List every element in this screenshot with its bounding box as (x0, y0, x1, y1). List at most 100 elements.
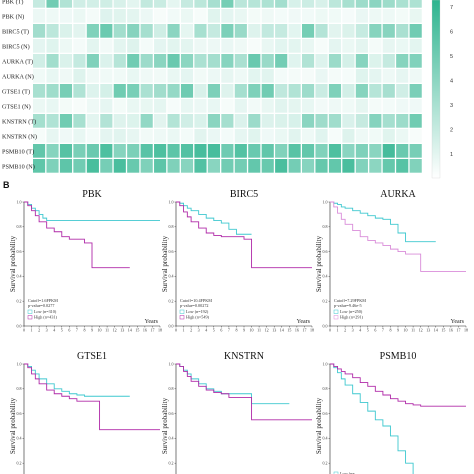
y-axis-label: Survival probability (9, 397, 17, 454)
heatmap-cell (180, 24, 194, 38)
heatmap-cell (234, 159, 247, 173)
heatmap-cell (180, 159, 194, 173)
legend-tick-label: 4 (450, 79, 453, 85)
heatmap-cell (33, 54, 46, 68)
heatmap-cell (207, 99, 220, 113)
heatmap-cell (234, 54, 247, 68)
heatmap-cell (180, 129, 194, 143)
heatmap-cell (328, 114, 342, 128)
heatmap-cell (315, 9, 328, 23)
heatmap-cell (194, 54, 207, 68)
heatmap-cell (221, 39, 234, 53)
heatmap-cell (409, 0, 422, 8)
survival-curve-low (24, 201, 160, 222)
heatmap-cell (167, 0, 180, 8)
heatmap-cell (167, 144, 180, 158)
x-tick-label: 7 (228, 328, 230, 333)
heatmap-row-label: PSMB10 (T) (2, 149, 34, 156)
heatmap-cell (275, 129, 288, 143)
heatmap-cell (46, 114, 59, 128)
heatmap-cell (261, 114, 274, 128)
heatmap-cell (86, 129, 99, 143)
heatmap-cell (315, 129, 328, 143)
survival-curve-low (24, 363, 130, 397)
heatmap-cell (396, 159, 409, 173)
x-tick-label: 13 (272, 328, 276, 333)
x-tick-label: 7 (382, 328, 384, 333)
heatmap-cell (275, 24, 288, 38)
heatmap-cell (46, 144, 59, 158)
legend-tick-label: 1 (450, 152, 453, 158)
heatmap-cell (355, 9, 368, 23)
survival-curve-high (24, 363, 160, 431)
survival-curve-high (24, 201, 130, 269)
heatmap-cell (154, 159, 167, 173)
x-tick-label: 15 (135, 328, 139, 333)
heatmap-cell (234, 9, 247, 23)
y-tick-label: 0.4 (169, 274, 174, 279)
heatmap-cell (221, 84, 234, 98)
heatmap-cell (167, 9, 180, 23)
heatmap-cell (194, 99, 207, 113)
x-tick-label: 7 (76, 328, 78, 333)
y-tick-label: 0.0 (17, 323, 22, 328)
heatmap-cell (73, 99, 86, 113)
survival-curve-low (176, 201, 252, 235)
heatmap-cell (275, 159, 288, 173)
heatmap-cell (194, 129, 207, 143)
heatmap-cell (194, 114, 207, 128)
heatmap-cell (113, 24, 126, 38)
heatmap-cell (248, 99, 261, 113)
heatmap-cell (234, 99, 247, 113)
heatmap-cell (248, 9, 261, 23)
heatmap-cell (207, 114, 220, 128)
heatmap-cell (86, 54, 99, 68)
y-tick-label: 0.2 (17, 299, 22, 304)
heatmap-cell (221, 69, 234, 83)
heatmap-cell (396, 129, 409, 143)
x-tick-label: 6 (220, 328, 222, 333)
legend-label: High (n=291) (340, 315, 364, 320)
heatmap-cell (409, 114, 422, 128)
x-tick-label: 12 (113, 328, 117, 333)
x-axis-label: Years (145, 319, 159, 325)
heatmap-cell (167, 54, 180, 68)
x-tick-label: 14 (280, 328, 284, 333)
heatmap-cell (261, 69, 274, 83)
x-tick-label: 8 (83, 328, 85, 333)
heatmap-cell (382, 144, 395, 158)
heatmap-cell (180, 54, 194, 68)
heatmap-cell (355, 114, 368, 128)
heatmap-cell (248, 84, 261, 98)
x-tick-label: 8 (235, 328, 237, 333)
x-tick-label: 13 (120, 328, 124, 333)
x-tick-label: 17 (456, 328, 460, 333)
survival-curve-high (330, 363, 466, 407)
heatmap-cell (328, 0, 342, 8)
heatmap-cell (342, 54, 355, 68)
heatmap-cell (275, 144, 288, 158)
x-tick-label: 3 (46, 328, 48, 333)
heatmap-cell (355, 0, 368, 8)
heatmap-cell (59, 159, 73, 173)
heatmap-cell (382, 0, 395, 8)
heatmap-cell (221, 129, 234, 143)
heatmap-cell (302, 9, 315, 23)
x-tick-label: 1 (31, 328, 33, 333)
x-tick-label: 2 (344, 328, 346, 333)
heatmap-cell (248, 69, 261, 83)
heatmap-cell (275, 114, 288, 128)
heatmap-cell (234, 39, 247, 53)
heatmap-cell (342, 39, 355, 53)
heatmap-cell (369, 9, 382, 23)
heatmap-cell (328, 84, 342, 98)
heatmap-cell (342, 84, 355, 98)
heatmap-cell (207, 84, 220, 98)
heatmap-cell (342, 144, 355, 158)
heatmap-cell (302, 114, 315, 128)
km-annotation: Cutoff=7.29FPKM (334, 298, 366, 303)
heatmap-cell (315, 99, 328, 113)
heatmap-cell (127, 99, 140, 113)
